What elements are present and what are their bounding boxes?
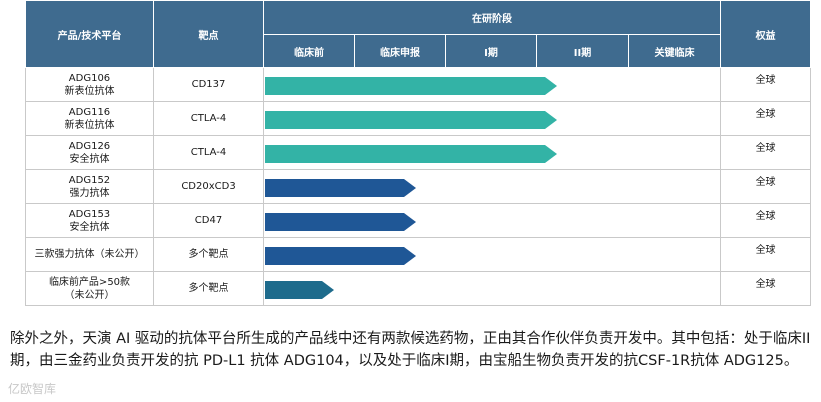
pipeline-row: ADG116 新表位抗体 CTLA-4 全球 [25, 101, 812, 136]
product-name: ADG116 [68, 106, 111, 118]
pipeline-row: 临床前产品>50款 （未公开） 多个靶点 全球 [25, 271, 812, 306]
header-stage-filing: 临床申报 [354, 34, 446, 68]
product-subtitle: 强力抗体 [69, 187, 110, 199]
progress-arrow [265, 247, 416, 265]
header-rights: 权益 [720, 0, 812, 68]
product-name: ADG126 [68, 140, 111, 152]
header-stage-phase2: II期 [536, 34, 629, 68]
product-subtitle: （未公开） [64, 289, 115, 301]
header-stage-pivotal: 关键临床 [627, 34, 722, 68]
header-stage-group: 在研阶段 [262, 0, 722, 35]
watermark: 亿欧智库 [8, 382, 57, 396]
product-name: ADG106 [68, 72, 111, 84]
progress-cell [262, 101, 722, 136]
product-cell: ADG153 安全抗体 [25, 203, 154, 238]
pipeline-table: 产品/技术平台 靶点 在研阶段 权益 临床前 临床申报 I期 II期 关键临床 … [25, 0, 812, 306]
progress-arrow [265, 77, 557, 95]
product-name: 三款强力抗体（未公开） [34, 249, 145, 260]
product-subtitle: 新表位抗体 [64, 119, 115, 131]
rights-cell: 全球 [720, 237, 812, 272]
rights-cell: 全球 [720, 271, 812, 306]
pipeline-row: 三款强力抗体（未公开） 多个靶点 全球 [25, 237, 812, 272]
pipeline-row: ADG152 强力抗体 CD20xCD3 全球 [25, 169, 812, 204]
progress-cell [262, 271, 722, 306]
progress-cell [262, 67, 722, 102]
pipeline-rows: ADG106 新表位抗体 CD137 全球 ADG116 新表位抗体 CTLA-4 全球 ADG… [25, 67, 812, 306]
body-paragraph: 除外之外，天演 AI 驱动的抗体平台所生成的产品线中还有两款候选药物，正由其合作… [10, 331, 811, 369]
product-cell: ADG106 新表位抗体 [25, 67, 154, 102]
target-cell: CD47 [153, 203, 264, 238]
rights-cell: 全球 [720, 101, 812, 136]
target-cell: 多个靶点 [153, 271, 264, 306]
rights-cell: 全球 [720, 203, 812, 238]
progress-cell [262, 203, 722, 238]
product-cell: 三款强力抗体（未公开） [25, 237, 154, 272]
progress-cell [262, 237, 722, 272]
progress-arrow [265, 111, 557, 129]
product-cell: ADG126 安全抗体 [25, 135, 154, 170]
target-cell: CTLA-4 [153, 101, 264, 136]
progress-arrow [265, 145, 557, 163]
target-cell: CD20xCD3 [153, 169, 264, 204]
product-name: ADG152 [68, 174, 111, 186]
product-name: 临床前产品>50款 [48, 276, 131, 288]
product-subtitle: 安全抗体 [69, 153, 110, 165]
rights-cell: 全球 [720, 169, 812, 204]
target-cell: CTLA-4 [153, 135, 264, 170]
pipeline-row: ADG106 新表位抗体 CD137 全球 [25, 67, 812, 102]
product-cell: 临床前产品>50款 （未公开） [25, 271, 154, 306]
progress-cell [262, 135, 722, 170]
header-product: 产品/技术平台 [25, 0, 154, 68]
pipeline-row: ADG126 安全抗体 CTLA-4 全球 [25, 135, 812, 170]
header-stage-phase1: I期 [445, 34, 537, 68]
progress-arrow [265, 281, 334, 299]
product-cell: ADG116 新表位抗体 [25, 101, 154, 136]
header-target: 靶点 [153, 0, 264, 68]
rights-cell: 全球 [720, 67, 812, 102]
target-cell: CD137 [153, 67, 264, 102]
header-stage-preclinical: 临床前 [263, 34, 355, 68]
pipeline-row: ADG153 安全抗体 CD47 全球 [25, 203, 812, 238]
target-cell: 多个靶点 [153, 237, 264, 272]
progress-cell [262, 169, 722, 204]
progress-arrow [265, 179, 416, 197]
product-subtitle: 新表位抗体 [64, 85, 115, 97]
product-cell: ADG152 强力抗体 [25, 169, 154, 204]
product-name: ADG153 [68, 208, 111, 220]
rights-cell: 全球 [720, 135, 812, 170]
product-subtitle: 安全抗体 [69, 221, 110, 233]
progress-arrow [265, 213, 416, 231]
